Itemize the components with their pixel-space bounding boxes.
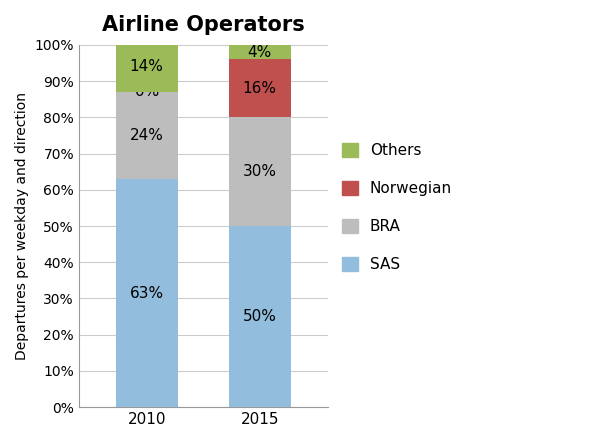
Text: 63%: 63% xyxy=(130,286,164,301)
Bar xyxy=(115,92,178,179)
Text: 16%: 16% xyxy=(243,81,277,96)
Text: 30%: 30% xyxy=(243,164,277,179)
Text: 24%: 24% xyxy=(130,128,163,143)
Bar xyxy=(115,41,178,92)
Bar xyxy=(229,117,291,226)
Bar xyxy=(229,45,291,59)
Bar xyxy=(229,226,291,407)
Text: 4%: 4% xyxy=(247,45,272,60)
Title: Airline Operators: Airline Operators xyxy=(102,15,305,35)
Text: 50%: 50% xyxy=(243,309,276,324)
Text: 0%: 0% xyxy=(134,84,159,99)
Text: 14%: 14% xyxy=(130,59,163,74)
Y-axis label: Departures per weekday and direction: Departures per weekday and direction xyxy=(15,92,29,360)
Bar xyxy=(229,59,291,117)
Legend: Others, Norwegian, BRA, SAS: Others, Norwegian, BRA, SAS xyxy=(337,139,456,277)
Bar xyxy=(115,179,178,407)
